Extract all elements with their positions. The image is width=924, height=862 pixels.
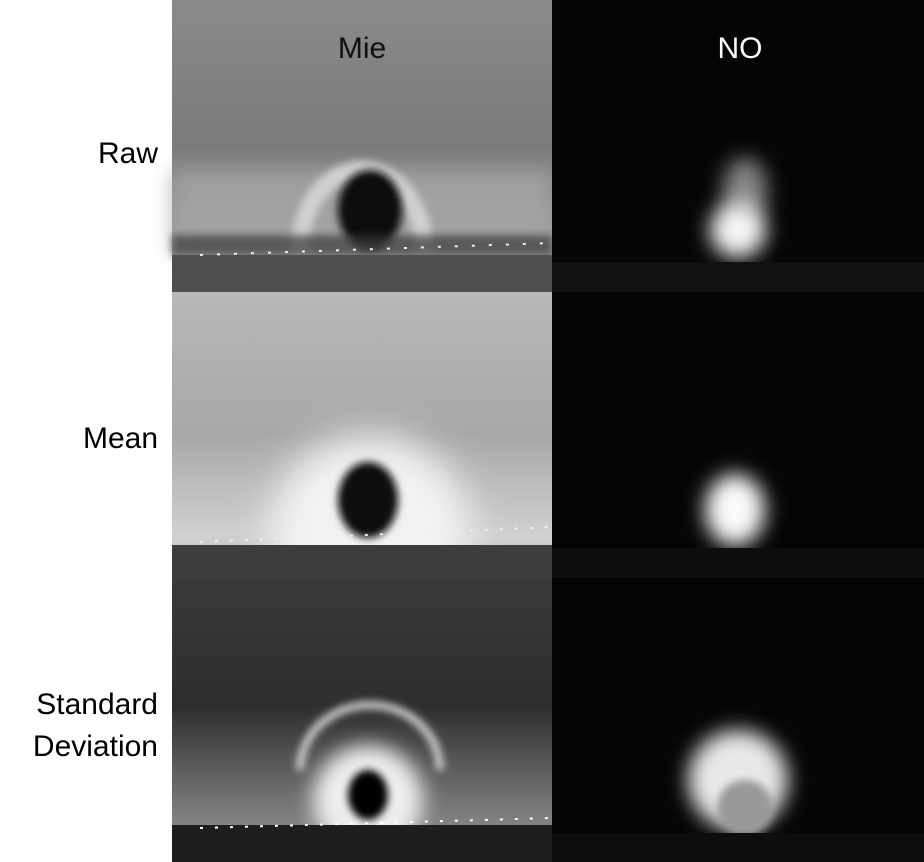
row-label: Raw: [98, 137, 158, 170]
figure: Mie NO Raw Mean Standard Deviation: [0, 0, 924, 862]
row-label: Standard: [36, 688, 158, 721]
row-label: Deviation: [33, 730, 158, 763]
mie-sd-image: [172, 578, 552, 862]
column-header: Mie: [338, 32, 386, 65]
mie-mean-image: [172, 292, 552, 625]
no-sd-image: [552, 578, 924, 862]
column-header: NO: [718, 32, 763, 65]
row-label: Mean: [83, 422, 158, 455]
no-mean-image: [552, 292, 924, 578]
